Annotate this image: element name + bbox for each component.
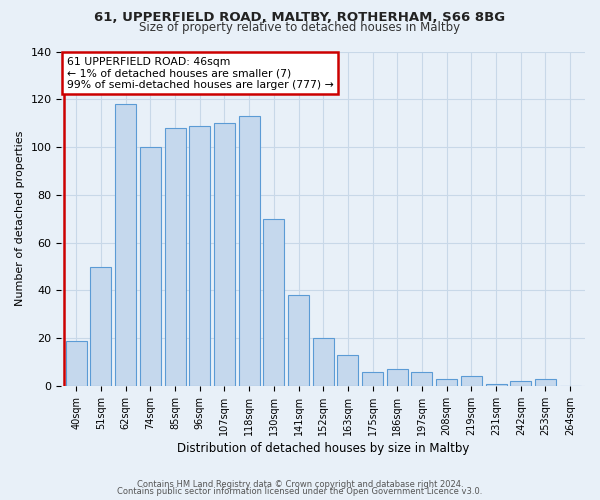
Bar <box>387 369 408 386</box>
Bar <box>337 355 358 386</box>
Text: Contains HM Land Registry data © Crown copyright and database right 2024.: Contains HM Land Registry data © Crown c… <box>137 480 463 489</box>
Text: 61, UPPERFIELD ROAD, MALTBY, ROTHERHAM, S66 8BG: 61, UPPERFIELD ROAD, MALTBY, ROTHERHAM, … <box>94 11 506 24</box>
Bar <box>485 384 506 386</box>
Text: Contains public sector information licensed under the Open Government Licence v3: Contains public sector information licen… <box>118 487 482 496</box>
Y-axis label: Number of detached properties: Number of detached properties <box>15 131 25 306</box>
Bar <box>189 126 210 386</box>
Bar <box>412 372 433 386</box>
Bar <box>115 104 136 386</box>
Bar <box>362 372 383 386</box>
Bar <box>436 379 457 386</box>
Bar <box>164 128 185 386</box>
X-axis label: Distribution of detached houses by size in Maltby: Distribution of detached houses by size … <box>177 442 469 455</box>
Bar <box>214 123 235 386</box>
Bar <box>140 147 161 386</box>
Bar <box>239 116 260 386</box>
Bar <box>461 376 482 386</box>
Bar <box>91 266 112 386</box>
Text: Size of property relative to detached houses in Maltby: Size of property relative to detached ho… <box>139 22 461 35</box>
Bar <box>66 340 87 386</box>
Text: 61 UPPERFIELD ROAD: 46sqm
← 1% of detached houses are smaller (7)
99% of semi-de: 61 UPPERFIELD ROAD: 46sqm ← 1% of detach… <box>67 56 334 90</box>
Bar <box>535 379 556 386</box>
Bar <box>288 295 309 386</box>
Bar <box>510 381 531 386</box>
Bar <box>263 218 284 386</box>
Bar <box>313 338 334 386</box>
